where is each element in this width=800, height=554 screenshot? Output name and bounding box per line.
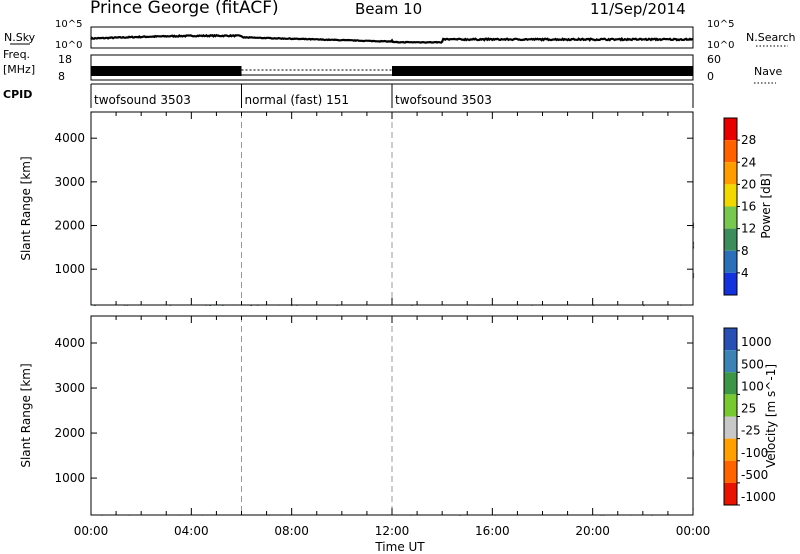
cpid-segment-label-2: twofsound 3503 [395, 93, 492, 107]
cpid-label: CPID [3, 88, 32, 101]
nsky-tick-bottom: 10^0 [55, 40, 82, 51]
station-title: Prince George (fitACF) [90, 0, 279, 18]
nsky-tick-top: 10^5 [55, 19, 82, 30]
nsearch-label: N.Search [746, 31, 796, 44]
date-label: 11/Sep/2014 [590, 0, 686, 18]
freq-tick-top: 18 [58, 53, 72, 66]
freq-bar-seg1 [91, 66, 242, 76]
freq-label-2: [MHz] [3, 63, 35, 76]
freq-tick-bottom: 8 [58, 70, 65, 83]
nsky-label: N.Sky [4, 31, 36, 44]
beam-label: Beam 10 [355, 0, 422, 18]
freq-bar-seg3 [392, 66, 693, 76]
cpid-segment-label-0: twofsound 3503 [94, 93, 191, 107]
cpid-segment-label-1: normal (fast) 151 [245, 93, 349, 107]
nsearch-tick-top: 10^5 [707, 19, 734, 30]
nsky-trace [90, 33, 694, 44]
nave-tick-top: 60 [707, 53, 721, 66]
nsearch-tick-bottom: 10^0 [707, 40, 734, 51]
nave-label: Nave [754, 65, 782, 78]
freq-label-1: Freq. [3, 48, 30, 61]
nsky-panel-frame [90, 26, 694, 49]
nave-tick-bottom: 0 [707, 70, 714, 83]
